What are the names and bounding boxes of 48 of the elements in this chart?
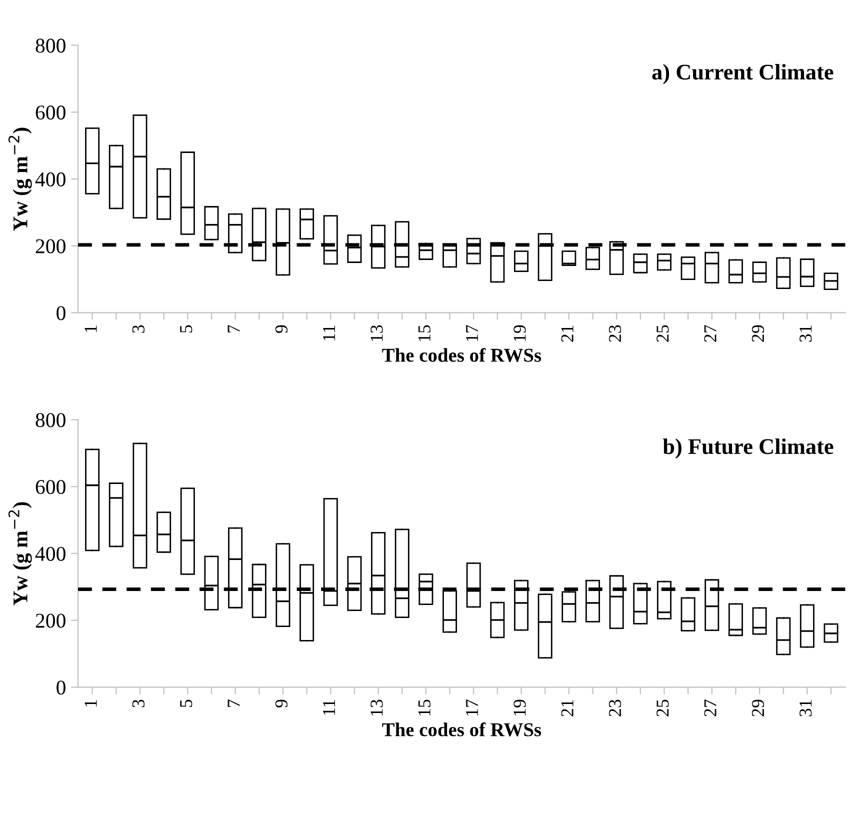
x-tick-label: 29 (752, 325, 764, 342)
x-axis-title: The codes of RWSs (382, 722, 542, 736)
y-tick-label: 800 (36, 38, 66, 53)
x-tick-label: 11 (323, 700, 335, 715)
x-tick-label: 13 (370, 700, 383, 716)
x-tick-label: 31 (800, 326, 812, 342)
x-tick-label: 3 (132, 325, 145, 333)
x-tick-label: 1 (84, 326, 97, 332)
text: b) Future Climate (662, 438, 834, 459)
x-tick-label: 15 (418, 700, 430, 716)
x-tick-label: 9 (275, 325, 288, 333)
x-tick-label: 31 (800, 700, 812, 716)
x-tick-label: 19 (514, 325, 526, 342)
x-tick-label: 9 (275, 700, 288, 708)
y-tick-label: 800 (36, 413, 66, 428)
x-tick-label: 13 (370, 325, 383, 342)
x-tick-label: 7 (228, 325, 240, 332)
x-tick-label: 7 (228, 700, 240, 707)
x-tick-label: 11 (323, 326, 335, 340)
x-tick-label: 15 (418, 325, 430, 342)
x-axis-title: The codes of RWSs (382, 348, 542, 362)
x-tick-label: 25 (656, 700, 669, 716)
y-tick-label: 0 (56, 680, 66, 695)
y-tick-label: 600 (36, 106, 66, 120)
y-tick-label: 400 (35, 546, 66, 561)
x-tick-label: 17 (466, 325, 478, 342)
x-tick-label: 27 (704, 700, 716, 716)
y-tick-label: 200 (36, 614, 66, 628)
x-tick-label: 29 (752, 700, 764, 716)
x-tick-label: 27 (704, 325, 716, 342)
x-tick-label: 21 (561, 700, 574, 716)
x-tick-label: 21 (561, 326, 574, 342)
y-axis-title: Yw (g m$^{−2}$) (8, 502, 32, 606)
y-tick-label: 0 (56, 306, 66, 320)
x-tick-label: 5 (180, 325, 192, 333)
x-tick-label: 17 (466, 700, 478, 716)
y-tick-label: 200 (36, 239, 66, 254)
x-tick-label: 23 (608, 700, 622, 716)
x-tick-label: 5 (180, 700, 192, 707)
text: a) Current Climate (652, 64, 834, 84)
y-axis-title: Yw (g m$^{−2}$) (8, 128, 32, 231)
y-tick-label: 600 (36, 480, 66, 494)
x-tick-label: 1 (84, 700, 97, 706)
x-tick-label: 19 (514, 700, 526, 716)
x-tick-label: 3 (132, 700, 145, 708)
x-tick-label: 25 (656, 325, 669, 342)
x-tick-label: 23 (608, 325, 622, 342)
y-tick-label: 400 (35, 172, 66, 186)
